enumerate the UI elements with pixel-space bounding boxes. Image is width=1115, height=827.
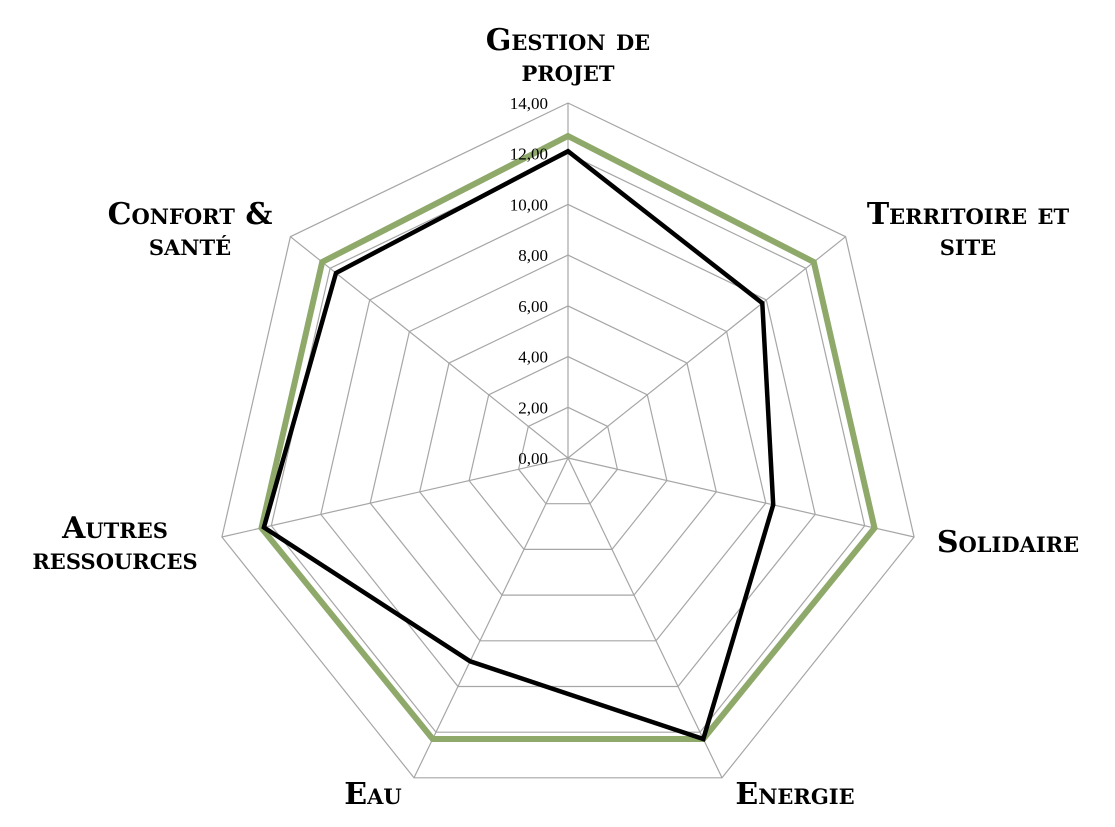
- axis-label: Confort & santé: [108, 197, 273, 263]
- tick-label: 10,00: [510, 195, 548, 214]
- radial-tick-labels: 0,00 2,00 4,00 6,00 8,00 10,00 12,00 14,00: [510, 94, 548, 468]
- grid-ring: [270, 153, 866, 733]
- axis-label: Territoire et site: [867, 197, 1070, 263]
- radar-series: [258, 132, 878, 742]
- tick-label: 4,00: [518, 348, 548, 367]
- tick-label: 8,00: [518, 246, 548, 265]
- tick-label: 2,00: [518, 398, 548, 417]
- grid-ring: [419, 305, 717, 596]
- grid-ring: [517, 406, 619, 505]
- tick-label: 0,00: [518, 449, 548, 468]
- grid-ring: [369, 254, 767, 642]
- radar-spokes: [221, 103, 915, 779]
- axis-spoke: [413, 457, 569, 779]
- series-line-1: [258, 132, 878, 742]
- axis-label: Energie: [735, 777, 854, 812]
- axis-labels: Gestion de projet Territoire et site Solidai…: [32, 23, 1079, 812]
- tick-label: 14,00: [510, 94, 548, 113]
- axis-label: Eau: [344, 777, 401, 812]
- axis-spoke: [567, 457, 723, 779]
- series-line-2: [261, 148, 776, 742]
- axis-label: Gestion de projet: [486, 23, 650, 89]
- grid-ring: [468, 355, 668, 551]
- grid-ring: [221, 102, 915, 779]
- axis-label: Solidaire: [937, 525, 1079, 560]
- axis-spoke: [567, 236, 846, 459]
- tick-label: 12,00: [510, 145, 548, 164]
- tick-label: 6,00: [518, 297, 548, 316]
- axis-label: Autres ressources: [32, 511, 197, 577]
- axis-spoke: [567, 457, 915, 538]
- axis-spoke: [221, 457, 569, 538]
- grid-ring: [320, 203, 816, 688]
- radar-grid: [221, 102, 915, 779]
